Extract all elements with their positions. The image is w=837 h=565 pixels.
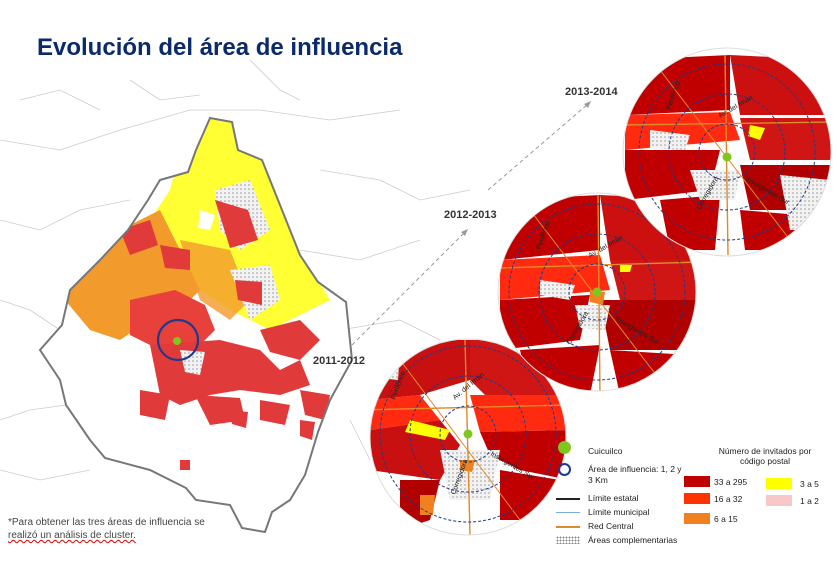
legend: Cuicuilco Área de influencia: 1, 2 y 3 K… (554, 432, 824, 550)
range-swatch-3 (684, 513, 710, 524)
map-circle-2011-2012: Periférico Av. del Imán Corregidora Insu… (370, 339, 566, 535)
range-swatch-5 (766, 495, 792, 506)
cuicuilco-dot-main (173, 337, 181, 345)
state-line-icon (556, 498, 580, 500)
influence-ring-main (156, 318, 200, 362)
legend-area-label: Área de influencia: 1, 2 y 3 Km (588, 464, 682, 485)
range-label-2: 16 a 32 (714, 494, 743, 504)
legend-col2-title: Número de invitados por código postal (718, 446, 812, 466)
legend-line-estatal: Límite estatal (588, 493, 639, 503)
municipal-line-icon (556, 512, 580, 513)
background-municipal-lines (0, 59, 471, 481)
map-circle-2012-2013: Periférico Av. del Imán Corregidora Insu… (498, 193, 696, 391)
arrow-2012-to-2013 (487, 103, 589, 191)
cdmx-boundary (38, 116, 354, 534)
legend-line-municipal: Límite municipal (588, 507, 650, 517)
legend-line-red: Red Central (588, 521, 634, 531)
footnote-underlined: realizó un análisis de cluster. (8, 530, 136, 541)
complement-pattern-icon (556, 536, 580, 544)
legend-col1-title: Cuicuilco (588, 446, 623, 456)
footnote: *Para obtener las tres áreas de influenc… (8, 516, 223, 542)
range-swatch-1 (684, 476, 710, 487)
map-circle-2013-2014: Periférico Av. del Imán Corregidora Insu… (623, 48, 831, 256)
influence-ring-icon (558, 463, 571, 476)
range-label-1: 33 a 295 (714, 477, 748, 487)
footnote-text: *Para obtener las tres áreas de influenc… (8, 517, 205, 528)
range-swatch-4 (766, 478, 792, 489)
page-title: Evolución del área de influencia (37, 34, 403, 61)
range-swatch-2 (684, 493, 710, 504)
period-label-2012-2013: 2012-2013 (444, 209, 497, 221)
cdmx-choropleth (40, 118, 352, 532)
range-label-4: 3 a 5 (800, 479, 819, 489)
period-label-2013-2014: 2013-2014 (565, 86, 618, 98)
range-label-5: 1 a 2 (800, 496, 819, 506)
arrow-2011-to-2012 (351, 231, 466, 346)
range-label-3: 6 a 15 (714, 514, 738, 524)
cuicuilco-dot-icon (558, 441, 571, 454)
legend-complement: Áreas complementarias (588, 535, 678, 545)
red-central-line-icon (556, 526, 580, 528)
period-label-2011-2012: 2011-2012 (313, 355, 365, 367)
